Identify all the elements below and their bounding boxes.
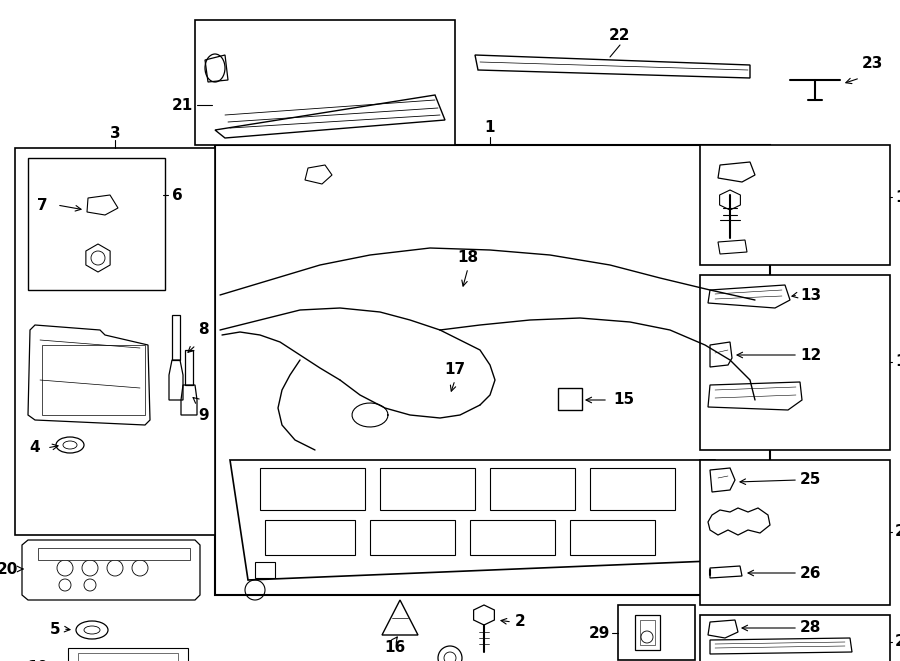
Bar	[42, 345, 145, 415]
Bar	[640, 620, 655, 645]
Bar	[470, 520, 555, 555]
Text: 21: 21	[172, 98, 193, 112]
Bar	[28, 158, 165, 290]
Bar	[255, 562, 275, 578]
Bar	[15, 148, 215, 535]
Text: 2: 2	[515, 615, 526, 629]
Text: 6: 6	[172, 188, 183, 202]
Text: 13: 13	[800, 288, 821, 303]
Text: 20: 20	[0, 561, 18, 576]
Text: 23: 23	[862, 56, 884, 71]
Bar	[700, 615, 890, 661]
Text: 1: 1	[485, 120, 495, 136]
Bar	[68, 648, 188, 661]
Bar	[195, 20, 455, 145]
Bar	[490, 468, 575, 510]
Bar	[380, 468, 475, 510]
Text: 4: 4	[30, 440, 40, 455]
Text: 18: 18	[457, 251, 479, 266]
Text: 27: 27	[895, 635, 900, 650]
Bar	[215, 145, 770, 595]
Text: 11: 11	[895, 354, 900, 369]
Bar	[370, 520, 455, 555]
Bar	[700, 460, 890, 605]
Bar	[265, 520, 355, 555]
Text: 24: 24	[895, 524, 900, 539]
Text: 29: 29	[589, 625, 610, 641]
Bar	[700, 145, 890, 265]
Bar	[38, 548, 190, 560]
Bar	[78, 653, 178, 661]
Text: 5: 5	[50, 621, 60, 637]
Text: 16: 16	[384, 641, 406, 656]
Bar	[618, 605, 695, 660]
Text: 26: 26	[800, 566, 822, 580]
Text: 8: 8	[198, 323, 209, 338]
Text: 7: 7	[37, 198, 48, 212]
Bar	[590, 468, 675, 510]
Bar	[558, 388, 582, 410]
Text: 17: 17	[445, 362, 465, 377]
Text: 9: 9	[198, 407, 209, 422]
Text: 3: 3	[110, 126, 121, 141]
Text: 28: 28	[800, 619, 822, 635]
Text: 14: 14	[895, 190, 900, 204]
Bar	[260, 468, 365, 510]
Text: 15: 15	[613, 393, 634, 407]
Bar	[635, 615, 660, 650]
Text: 22: 22	[609, 28, 631, 42]
Bar	[570, 520, 655, 555]
Text: 25: 25	[800, 473, 822, 488]
Bar	[700, 275, 890, 450]
Text: 12: 12	[800, 348, 821, 362]
